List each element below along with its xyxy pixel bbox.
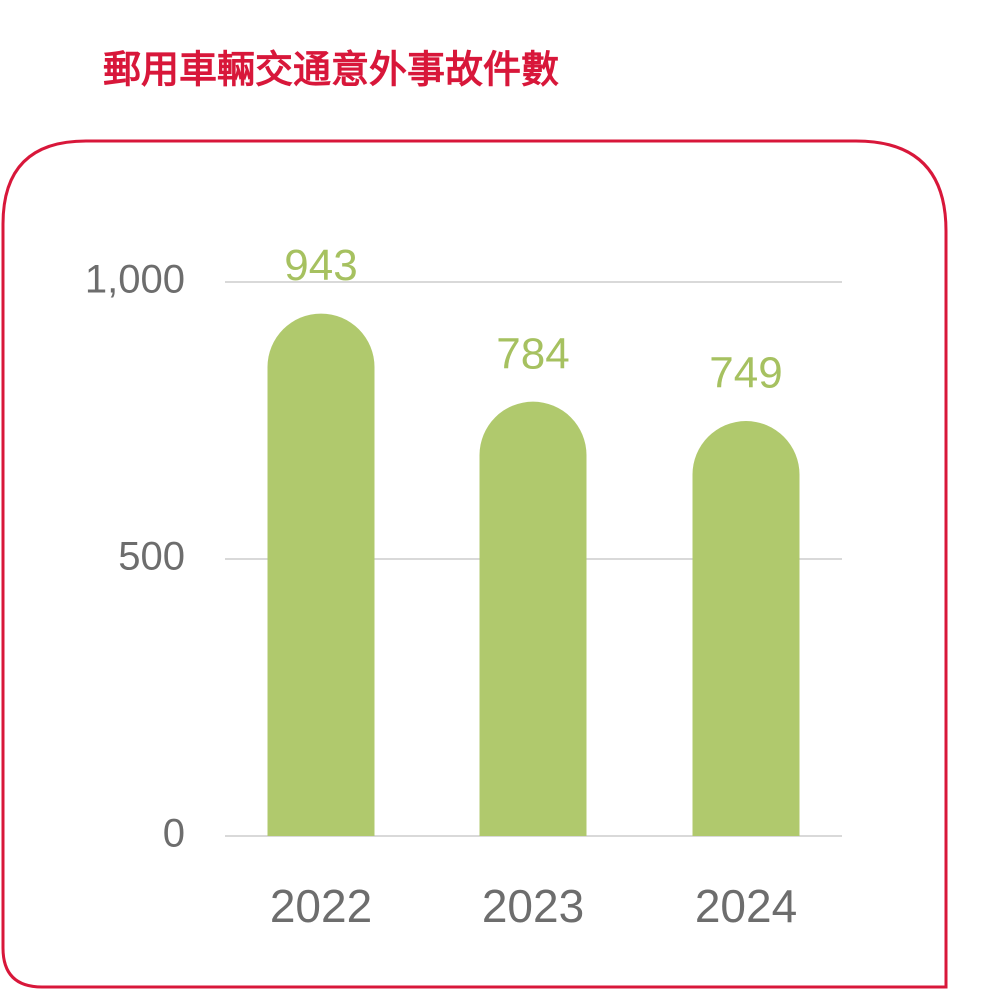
value-label: 784 (496, 329, 569, 378)
bar (267, 313, 375, 836)
x-tick-label: 2024 (695, 880, 797, 932)
value-label: 943 (284, 241, 357, 290)
frame (1, 139, 948, 989)
chart-title: 郵用車輛交通意外事故件數 (103, 48, 559, 92)
x-tick-label: 2023 (482, 880, 584, 932)
bar (692, 421, 800, 836)
y-tick-label: 1,000 (85, 258, 185, 302)
value-label: 749 (709, 349, 782, 398)
x-tick-label: 2022 (270, 880, 372, 932)
y-tick-label: 500 (118, 535, 185, 579)
y-tick-label: 0 (163, 812, 185, 856)
bar (479, 401, 587, 836)
